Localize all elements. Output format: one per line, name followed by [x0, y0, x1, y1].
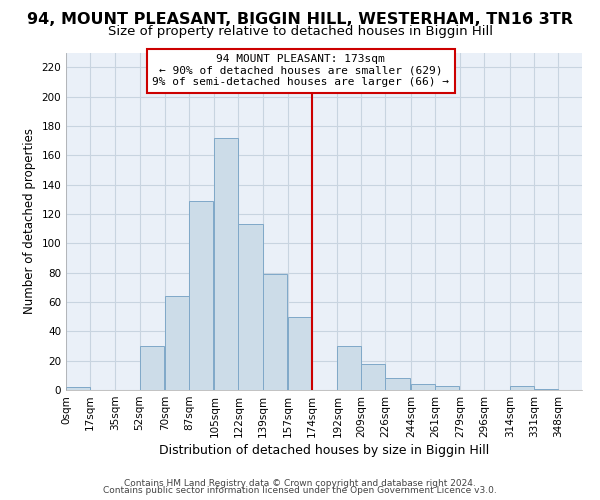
Bar: [214, 138, 238, 390]
Text: 94 MOUNT PLEASANT: 173sqm
← 90% of detached houses are smaller (629)
9% of semi-: 94 MOUNT PLEASANT: 173sqm ← 90% of detac…: [152, 54, 449, 88]
Bar: [510, 386, 534, 390]
Bar: [66, 387, 90, 390]
Y-axis label: Number of detached properties: Number of detached properties: [23, 128, 36, 314]
Bar: [411, 384, 435, 390]
Bar: [140, 346, 164, 390]
Bar: [238, 224, 263, 390]
Bar: [361, 364, 385, 390]
Bar: [534, 388, 558, 390]
X-axis label: Distribution of detached houses by size in Biggin Hill: Distribution of detached houses by size …: [159, 444, 489, 457]
Text: Contains public sector information licensed under the Open Government Licence v3: Contains public sector information licen…: [103, 486, 497, 495]
Text: 94, MOUNT PLEASANT, BIGGIN HILL, WESTERHAM, TN16 3TR: 94, MOUNT PLEASANT, BIGGIN HILL, WESTERH…: [27, 12, 573, 28]
Bar: [189, 200, 213, 390]
Bar: [435, 386, 459, 390]
Bar: [337, 346, 361, 390]
Bar: [288, 316, 312, 390]
Text: Contains HM Land Registry data © Crown copyright and database right 2024.: Contains HM Land Registry data © Crown c…: [124, 478, 476, 488]
Bar: [385, 378, 410, 390]
Bar: [165, 296, 189, 390]
Bar: [263, 274, 287, 390]
Text: Size of property relative to detached houses in Biggin Hill: Size of property relative to detached ho…: [107, 25, 493, 38]
